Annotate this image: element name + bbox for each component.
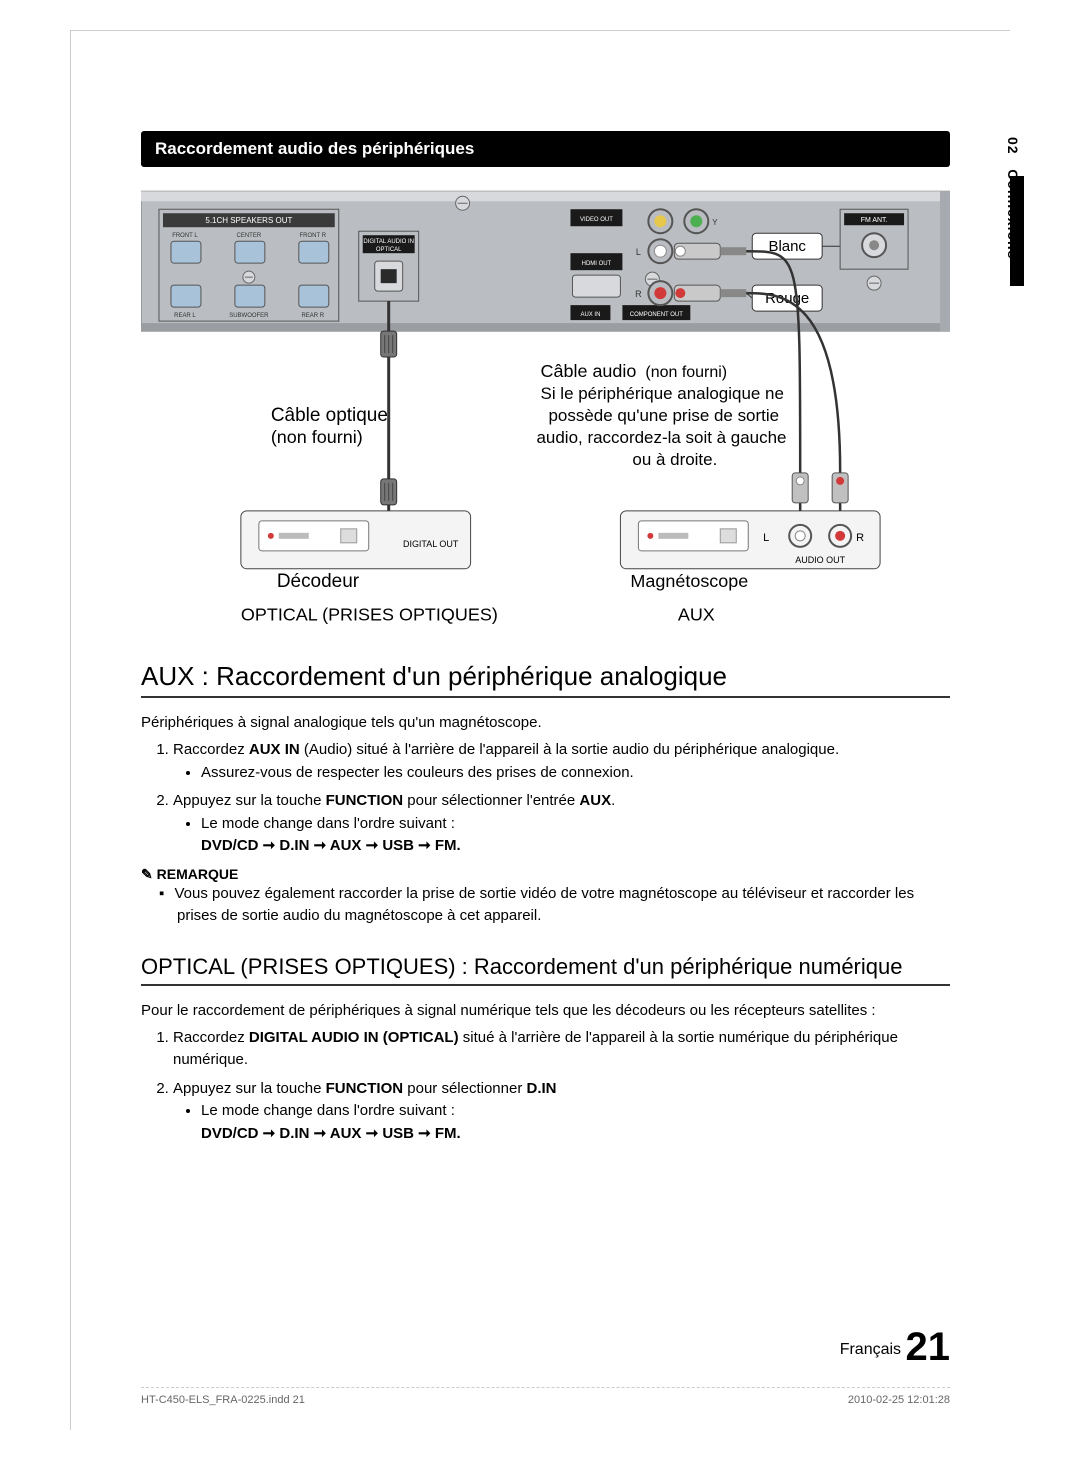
svg-text:REAR R: REAR R xyxy=(301,313,324,319)
aux-step-2: Appuyez sur la touche FUNCTION pour séle… xyxy=(173,790,950,858)
svg-text:R: R xyxy=(856,532,864,544)
svg-text:L: L xyxy=(636,247,641,257)
optical-step-1: Raccordez DIGITAL AUDIO IN (OPTICAL) sit… xyxy=(173,1027,950,1072)
optical-step-2: Appuyez sur la touche FUNCTION pour séle… xyxy=(173,1078,950,1146)
chapter-number: 02 xyxy=(1005,137,1021,155)
svg-text:FRONT R: FRONT R xyxy=(300,233,327,239)
remarque-label: REMARQUE xyxy=(141,866,950,883)
svg-text:L: L xyxy=(763,532,769,544)
optical-heading: OPTICAL (PRISES OPTIQUES) : Raccordement… xyxy=(141,954,950,986)
svg-text:OPTICAL: OPTICAL xyxy=(376,247,402,253)
svg-text:HDMI OUT: HDMI OUT xyxy=(582,261,612,267)
svg-text:Rouge: Rouge xyxy=(765,290,809,307)
svg-text:Câble audio (non fourn: Câble audio (non fourni) xyxy=(541,361,728,381)
aux-step2-bullet: Le mode change dans l'ordre suivant : DV… xyxy=(201,813,950,858)
svg-text:Câble optique: Câble optique xyxy=(271,405,388,426)
print-meta: HT-C450-ELS_FRA-0225.indd 21 2010-02-25 … xyxy=(141,1387,950,1406)
svg-text:Si le périphérique analogique: Si le périphérique analogique ne xyxy=(541,384,784,403)
svg-text:DIGITAL AUDIO IN: DIGITAL AUDIO IN xyxy=(363,239,414,245)
svg-text:Y: Y xyxy=(712,218,718,227)
svg-text:CENTER: CENTER xyxy=(237,233,262,239)
footer-lang: Français xyxy=(840,1341,901,1358)
optical-step2-bullet: Le mode change dans l'ordre suivant : DV… xyxy=(201,1100,950,1145)
footer-timestamp: 2010-02-25 12:01:28 xyxy=(848,1394,950,1406)
svg-text:SUBWOOFER: SUBWOOFER xyxy=(229,313,269,319)
svg-text:R: R xyxy=(635,289,642,299)
svg-text:DIGITAL OUT: DIGITAL OUT xyxy=(403,539,459,549)
svg-text:COMPONENT OUT: COMPONENT OUT xyxy=(630,312,683,318)
svg-text:AUX IN: AUX IN xyxy=(580,312,600,318)
footer-file: HT-C450-ELS_FRA-0225.indd 21 xyxy=(141,1394,305,1406)
svg-text:audio, raccordez-la soit à gau: audio, raccordez-la soit à gauche xyxy=(537,428,787,447)
page-footer: Français 21 xyxy=(840,1325,950,1370)
banner-title: Raccordement audio des périphériques xyxy=(155,139,474,158)
aux-intro: Périphériques à signal analogique tels q… xyxy=(141,712,950,733)
svg-text:REAR L: REAR L xyxy=(174,313,196,319)
optical-intro: Pour le raccordement de périphériques à … xyxy=(141,1000,950,1021)
svg-text:AUX: AUX xyxy=(678,605,715,625)
svg-text:Décodeur: Décodeur xyxy=(277,571,359,592)
svg-text:Magnétoscope: Magnétoscope xyxy=(630,571,748,591)
connection-diagram: 5.1CH SPEAKERS OUT FRONT L CENTER FRONT … xyxy=(141,181,950,631)
remarque-text: Vous pouvez également raccorder la prise… xyxy=(177,883,950,928)
chapter-tab-marker xyxy=(1010,176,1024,286)
aux-steps: Raccordez AUX IN (Audio) situé à l'arriè… xyxy=(173,739,950,858)
svg-text:ou à droite.: ou à droite. xyxy=(632,450,717,469)
section-banner: Raccordement audio des périphériques xyxy=(141,131,950,167)
svg-text:AUDIO OUT: AUDIO OUT xyxy=(795,555,845,565)
svg-text:OPTICAL (PRISES OPTIQUES): OPTICAL (PRISES OPTIQUES) xyxy=(241,605,498,625)
aux-heading: AUX : Raccordement d'un périphérique ana… xyxy=(141,661,950,698)
svg-text:FRONT L: FRONT L xyxy=(172,233,198,239)
svg-text:FM ANT.: FM ANT. xyxy=(861,217,888,224)
svg-text:5.1CH SPEAKERS OUT: 5.1CH SPEAKERS OUT xyxy=(205,216,292,225)
svg-text:VIDEO OUT: VIDEO OUT xyxy=(580,217,613,223)
footer-page-number: 21 xyxy=(906,1325,951,1369)
aux-step-1: Raccordez AUX IN (Audio) situé à l'arriè… xyxy=(173,739,950,784)
svg-text:(non fourni): (non fourni) xyxy=(271,427,363,447)
svg-text:possède qu'une prise de sortie: possède qu'une prise de sortie xyxy=(548,406,779,425)
aux-step1-bullet: Assurez-vous de respecter les couleurs d… xyxy=(201,762,950,785)
manual-page: 02 Connexions Raccordement audio des pér… xyxy=(70,30,1010,1430)
optical-steps: Raccordez DIGITAL AUDIO IN (OPTICAL) sit… xyxy=(173,1027,950,1146)
